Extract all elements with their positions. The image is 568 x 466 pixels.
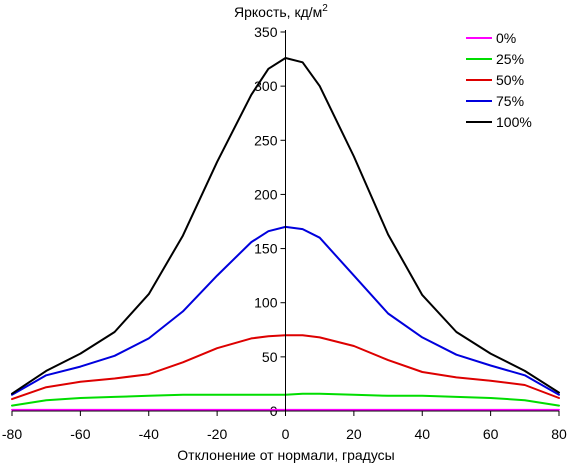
- x-axis-ticks: -80 -60 -40 -20 0 20 40 60 80: [2, 411, 567, 442]
- legend-label: 100%: [496, 114, 532, 130]
- legend-label: 0%: [496, 30, 516, 46]
- y-tick-label: 100: [254, 295, 278, 311]
- y-tick-label: 350: [254, 24, 278, 40]
- x-tick-label: 20: [346, 426, 362, 442]
- x-tick-label: -20: [207, 426, 227, 442]
- x-tick-label: -40: [139, 426, 159, 442]
- legend-label: 50%: [496, 72, 524, 88]
- x-tick-label: -60: [70, 426, 90, 442]
- y-tick-label: 250: [254, 132, 278, 148]
- y-tick-label: 50: [262, 349, 278, 365]
- x-tick-label: -80: [2, 426, 22, 442]
- x-tick-label: 40: [414, 426, 430, 442]
- legend-label: 75%: [496, 93, 524, 109]
- y-tick-label: 150: [254, 241, 278, 257]
- legend: 0% 25% 50% 75% 100%: [466, 30, 532, 130]
- legend-label: 25%: [496, 51, 524, 67]
- x-tick-label: 60: [483, 426, 499, 442]
- x-tick-label: 0: [282, 426, 290, 442]
- y-axis-label-text: Яркость, кд/м: [234, 4, 322, 20]
- y-axis-label-superscript: 2: [322, 3, 328, 14]
- y-axis-label: Яркость, кд/м2: [234, 3, 328, 20]
- x-tick-label: 80: [551, 426, 567, 442]
- y-tick-label: 200: [254, 186, 278, 202]
- x-axis-label: Отклонение от нормали, градусы: [177, 447, 394, 463]
